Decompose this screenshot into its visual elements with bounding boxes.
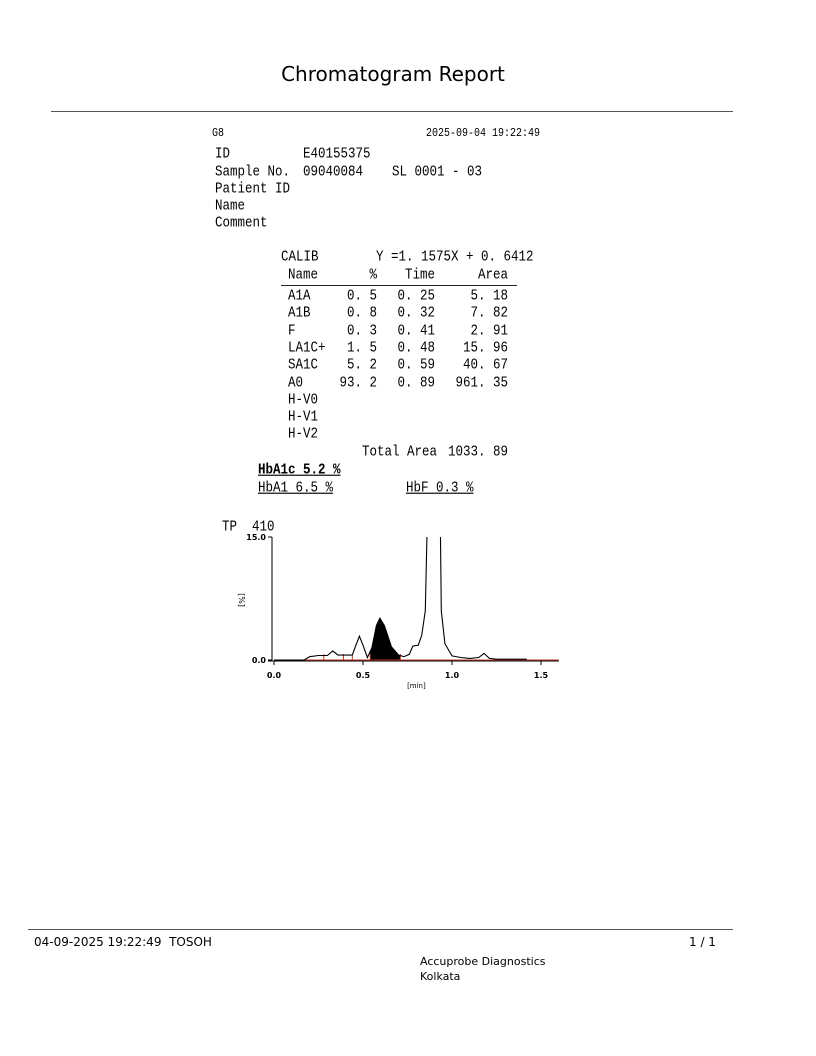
id-value: E40155375 bbox=[303, 146, 371, 163]
table-cell: H-V2 bbox=[288, 426, 319, 443]
table-cell: SA1C bbox=[288, 357, 319, 374]
total-area-label: Total Area bbox=[362, 444, 438, 461]
table-cell: 0. 8 bbox=[346, 305, 377, 322]
table-cell: A0 bbox=[288, 374, 304, 391]
table-cell: A1A bbox=[288, 288, 311, 305]
table-header-1: % bbox=[369, 267, 377, 284]
y-tick-label: 15.0 bbox=[246, 533, 266, 542]
shaded-peak-sa1c bbox=[370, 618, 401, 660]
table-header-divider bbox=[281, 285, 517, 286]
hba1c-result: HbA1c 5.2 % bbox=[258, 462, 341, 479]
header-divider bbox=[51, 111, 733, 112]
table-cell: 0. 3 bbox=[346, 322, 377, 339]
device-name: G8 bbox=[212, 128, 225, 141]
page-number: 1 / 1 bbox=[689, 935, 716, 949]
table-cell: 5. 2 bbox=[346, 357, 377, 374]
hba1-result: HbA1 6.5 % bbox=[258, 480, 334, 497]
table-cell: 7. 82 bbox=[470, 305, 508, 322]
sample-position: SL 0001 - 03 bbox=[392, 164, 483, 181]
table-cell: 1. 5 bbox=[346, 339, 377, 356]
table-cell: 0. 59 bbox=[397, 357, 435, 374]
table-cell: H-V0 bbox=[288, 391, 319, 408]
table-cell: 40. 67 bbox=[462, 357, 508, 374]
report-datetime: 2025-09-04 19:22:49 bbox=[426, 128, 541, 141]
name-label: Name bbox=[215, 198, 246, 215]
table-header-2: Time bbox=[404, 267, 435, 284]
calib-label: CALIB bbox=[281, 249, 319, 266]
table-cell: 0. 89 bbox=[397, 374, 435, 391]
table-cell: 93. 2 bbox=[339, 374, 377, 391]
table-cell: 0. 48 bbox=[397, 339, 435, 356]
id-label: ID bbox=[215, 146, 231, 163]
table-cell: 0. 32 bbox=[397, 305, 435, 322]
sample-no-value: 09040084 bbox=[303, 164, 364, 181]
comment-label: Comment bbox=[215, 215, 268, 232]
table-cell: H-V1 bbox=[288, 409, 319, 426]
table-cell: LA1C+ bbox=[288, 339, 326, 356]
table-cell: A1B bbox=[288, 305, 311, 322]
table-cell: 961. 35 bbox=[455, 374, 508, 391]
calib-equation: Y =1. 1575X + 0. 6412 bbox=[376, 249, 534, 266]
y-axis-label: [%] bbox=[237, 593, 246, 607]
table-cell: F bbox=[288, 322, 296, 339]
table-cell: 15. 96 bbox=[462, 339, 508, 356]
table-cell: 2. 91 bbox=[470, 322, 508, 339]
table-cell: 0. 25 bbox=[397, 288, 435, 305]
total-area-value: 1033. 89 bbox=[447, 444, 508, 461]
table-header-0: Name bbox=[288, 267, 319, 284]
chart-title: TP 410 bbox=[222, 519, 275, 536]
lab-city: Kolkata bbox=[420, 970, 461, 983]
table-cell: 0. 41 bbox=[397, 322, 435, 339]
table-cell: 5. 18 bbox=[470, 288, 508, 305]
hbf-result: HbF 0.3 % bbox=[406, 480, 474, 497]
x-tick-label: 1.0 bbox=[445, 671, 460, 680]
report-title: Chromatogram Report bbox=[281, 62, 505, 86]
footer-datetime: 04-09-2025 19:22:49 TOSOH bbox=[34, 935, 212, 949]
footer-divider bbox=[28, 929, 733, 930]
x-axis-label: [min] bbox=[407, 682, 426, 690]
x-tick-label: 0.0 bbox=[267, 671, 282, 680]
y-tick-label: 0.0 bbox=[252, 656, 267, 665]
table-cell: 0. 5 bbox=[346, 288, 377, 305]
x-tick-label: 1.5 bbox=[534, 671, 549, 680]
lab-name: Accuprobe Diagnostics bbox=[420, 955, 546, 968]
sample-no-label: Sample No. bbox=[215, 164, 291, 181]
table-header-3: Area bbox=[477, 267, 508, 284]
chromatogram-trace bbox=[274, 537, 527, 661]
patient-id-label: Patient ID bbox=[215, 181, 291, 198]
x-tick-label: 0.5 bbox=[356, 671, 371, 680]
